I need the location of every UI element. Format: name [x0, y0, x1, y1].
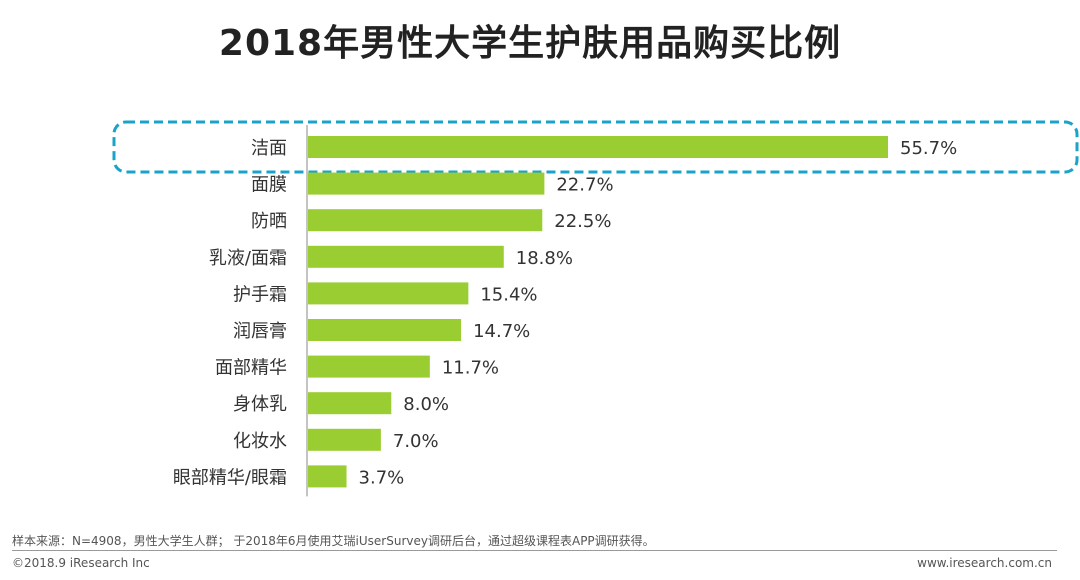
footer-source-note: 样本来源：N=4908，男性大学生人群； 于2018年6月使用艾瑞iUserSu… — [12, 532, 655, 549]
category-label: 洁面 — [251, 138, 287, 159]
bar — [308, 173, 544, 195]
data-label: 55.7% — [900, 138, 957, 159]
data-label: 11.7% — [442, 358, 499, 379]
bar — [308, 319, 461, 341]
data-label: 14.7% — [473, 321, 530, 342]
data-label: 7.0% — [393, 431, 439, 452]
footer-divider — [12, 550, 1057, 551]
category-label: 防晒 — [251, 211, 287, 232]
chart-title: 2018年男性大学生护肤用品购买比例 — [0, 14, 1060, 66]
category-label: 身体乳 — [233, 394, 287, 415]
bar — [308, 465, 347, 487]
bar — [308, 282, 468, 304]
category-label: 乳液/面霜 — [209, 248, 287, 269]
data-label: 15.4% — [480, 284, 537, 305]
category-label: 面膜 — [251, 175, 287, 196]
bar — [308, 429, 381, 451]
footer-copyright: ©2018.9 iResearch Inc — [12, 556, 150, 570]
bar — [308, 392, 391, 414]
data-label: 8.0% — [403, 394, 449, 415]
data-label: 3.7% — [359, 467, 405, 488]
bar — [308, 136, 888, 158]
bar — [308, 246, 504, 268]
data-label: 22.7% — [556, 175, 613, 196]
data-label: 22.5% — [554, 211, 611, 232]
category-label: 护手霜 — [233, 284, 287, 305]
data-label: 18.8% — [516, 248, 573, 269]
footer-website: www.iresearch.com.cn — [917, 556, 1052, 570]
category-label: 面部精华 — [215, 358, 287, 379]
category-label: 润唇膏 — [233, 320, 287, 342]
category-label: 化妆水 — [233, 431, 287, 452]
bar-chart: 洁面 55.7% 面膜 22.7% 防晒 22.5% 乳液/面霜 18.8% 护手霜 15.4% 润… — [0, 110, 1080, 520]
category-label: 眼部精华/眼霜 — [173, 467, 287, 488]
bar — [308, 356, 430, 378]
bar — [308, 209, 542, 231]
